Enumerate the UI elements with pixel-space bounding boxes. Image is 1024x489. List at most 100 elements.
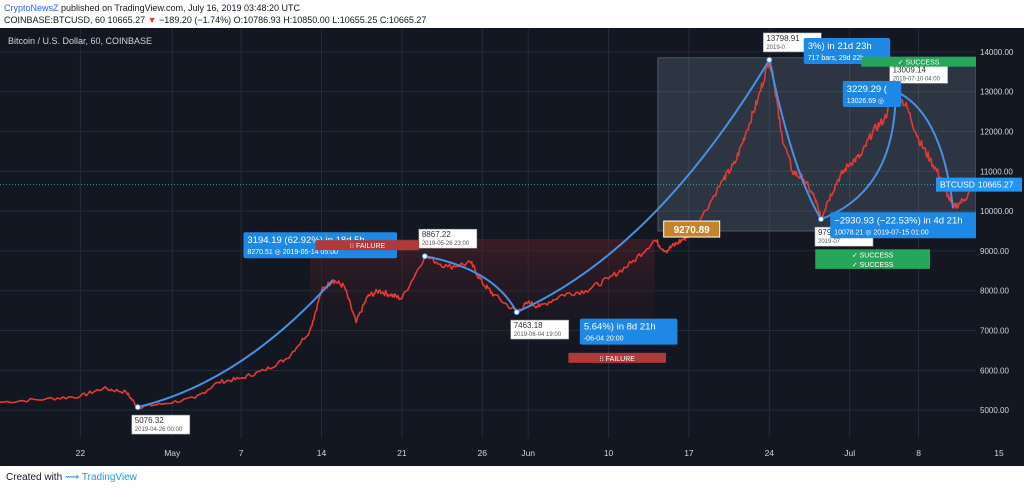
y-tick-label: 8000.00 [980, 287, 1009, 296]
pivot-point [817, 216, 824, 223]
publish-info: published on TradingView.com, July 16, 2… [61, 3, 301, 13]
measure-detail: 13026.69 ◎ [847, 98, 884, 105]
x-tick-label: 17 [684, 448, 694, 458]
measure-detail: 8270.51 ◎ 2019-05-14 05:00 [247, 249, 338, 256]
x-tick-label: 10 [604, 448, 614, 458]
pivot-date: 2019-0 [766, 45, 785, 51]
failure-tag [568, 352, 666, 363]
success-tag-text: ✓ SUCCESS [852, 262, 894, 269]
close-value: 10665.27 [388, 15, 427, 25]
author-link[interactable]: CryptoNewsZ [4, 3, 59, 13]
swing-curve [516, 59, 771, 314]
last-price: 10665.27 [107, 15, 146, 25]
measure-title: 3229.29 ( [847, 84, 888, 95]
pivot-label-box [510, 319, 570, 340]
low-label: L: [332, 15, 340, 25]
y-tick-label: 6000.00 [980, 366, 1009, 375]
chart-title: Bitcoin / U.S. Dollar, 60, COINBASE [8, 36, 152, 46]
pivot-date: 2019-07 [818, 239, 841, 245]
swing-curve [424, 255, 518, 313]
tradingview-link[interactable]: TradingView [81, 472, 137, 483]
measure-detail: 10078.21 ◎ 2019-07-15 01:00 [834, 229, 929, 236]
measure-title: 3%) in 21d 23h [808, 41, 872, 52]
y-tick-label: 14000.00 [980, 48, 1014, 57]
x-tick-label: 8 [916, 448, 921, 458]
pivot-price: 5076.32 [135, 416, 164, 425]
success-tag [815, 258, 931, 269]
high-label: H: [283, 15, 293, 25]
price-callout-text: 9270.89 [674, 225, 711, 236]
price-axis-panel [976, 28, 1024, 438]
price-change: −189.20 (−1.74%) [159, 15, 232, 25]
high-value: 10850.00 [292, 15, 330, 25]
low-value: 10655.25 [339, 15, 378, 25]
price-callout [663, 220, 721, 238]
publish-line: CryptoNewsZ published on TradingView.com… [4, 3, 300, 13]
y-tick-label: 13000.00 [980, 88, 1014, 97]
price-series [0, 58, 977, 410]
measure-label [830, 212, 995, 239]
last-price-value: 10665.27 [978, 180, 1014, 190]
x-tick-label: 24 [765, 448, 775, 458]
annotation-marks: 5076.32 2019-04-26 00:00 8867.22 2019-05-26… [131, 32, 995, 435]
x-tick-label: May [164, 448, 181, 458]
price-chart[interactable]: 5076.32 2019-04-26 00:00 8867.22 2019-05-26… [0, 28, 1024, 466]
pivot-label-box [131, 414, 191, 435]
x-axis: 22 May 7 14 21 26 Jun 10 17 24 Jul 8 15 [76, 448, 1004, 458]
x-tick-label: 26 [478, 448, 488, 458]
y-tick-label: 7000.00 [980, 327, 1009, 336]
pivot-date: 2019-07-10 04:00 [893, 76, 941, 82]
x-tick-label: 7 [239, 448, 244, 458]
failure-tag [315, 240, 420, 251]
measure-detail: 717 bars, 29d 22h [808, 55, 865, 62]
last-price-tag-box [936, 177, 1022, 192]
footer: Created with ⟿ TradingView [0, 466, 1024, 489]
x-tick-label: 22 [76, 448, 86, 458]
pivot-point [421, 253, 428, 260]
success-tag-text: ✓ SUCCESS [898, 60, 940, 67]
measure-detail: -06-04 20:00 [584, 336, 624, 343]
measure-label [842, 80, 902, 107]
pivot-date: 2019-06-04 19:00 [514, 332, 562, 338]
x-tick-label: 14 [317, 448, 327, 458]
pivot-date: 2019-04-26 00:00 [135, 427, 183, 433]
swing-curve [137, 279, 334, 409]
swing-curve [768, 59, 822, 220]
pivot-label-box [418, 228, 478, 249]
open-value: 10786.93 [243, 15, 281, 25]
y-tick-label: 11000.00 [980, 167, 1013, 176]
last-price-symbol: BTCUSD [940, 180, 975, 190]
created-with-label: Created with [6, 472, 63, 483]
last-price-tag: BTCUSD 10665.27 [936, 177, 1022, 192]
pivot-point [513, 309, 520, 316]
failure-tag-text: ⁝⁝ FAILURE [350, 243, 386, 250]
chart-header: CryptoNewsZ published on TradingView.com… [0, 0, 1024, 28]
pivot-price: 13009.14 [893, 65, 927, 74]
y-tick-label: 5000.00 [980, 406, 1009, 415]
tradingview-logo-icon: ⟿ [64, 472, 80, 483]
down-arrow-icon: ▼ [147, 15, 157, 25]
swing-curve [820, 91, 897, 221]
x-tick-label: Jun [521, 448, 535, 458]
x-tick-label: 21 [397, 448, 407, 458]
x-tick-label: Jul [844, 448, 855, 458]
success-tag-text: ✓ SUCCESS [852, 252, 894, 259]
open-label: O: [233, 15, 244, 25]
pivot-price: 8867.22 [422, 230, 451, 239]
measure-title: 3194.19 (62.92%) in 18d 5h [247, 235, 364, 246]
measure-title: −2930.93 (−22.53%) in 4d 21h [834, 215, 962, 226]
failure-tag-text: ⁝⁝ FAILURE [599, 356, 635, 363]
measure-label [579, 318, 678, 345]
success-tag [815, 249, 931, 260]
symbol-label: COINBASE:BTCUSD, 60 [4, 15, 106, 25]
pivot-point [766, 56, 773, 63]
pivot-price: 13798.91 [766, 34, 800, 43]
close-label: C: [379, 15, 389, 25]
time-axis-panel [0, 438, 1024, 466]
y-tick-label: 10000.00 [980, 207, 1014, 216]
y-tick-label: 12000.00 [980, 127, 1014, 136]
pivot-price: 7463.18 [514, 321, 543, 330]
success-tag [861, 56, 976, 67]
pivot-date: 2019-05-26 23:00 [422, 241, 470, 247]
y-axis: 5000.00 6000.00 7000.00 8000.00 9000.00 10000… [980, 48, 1014, 415]
